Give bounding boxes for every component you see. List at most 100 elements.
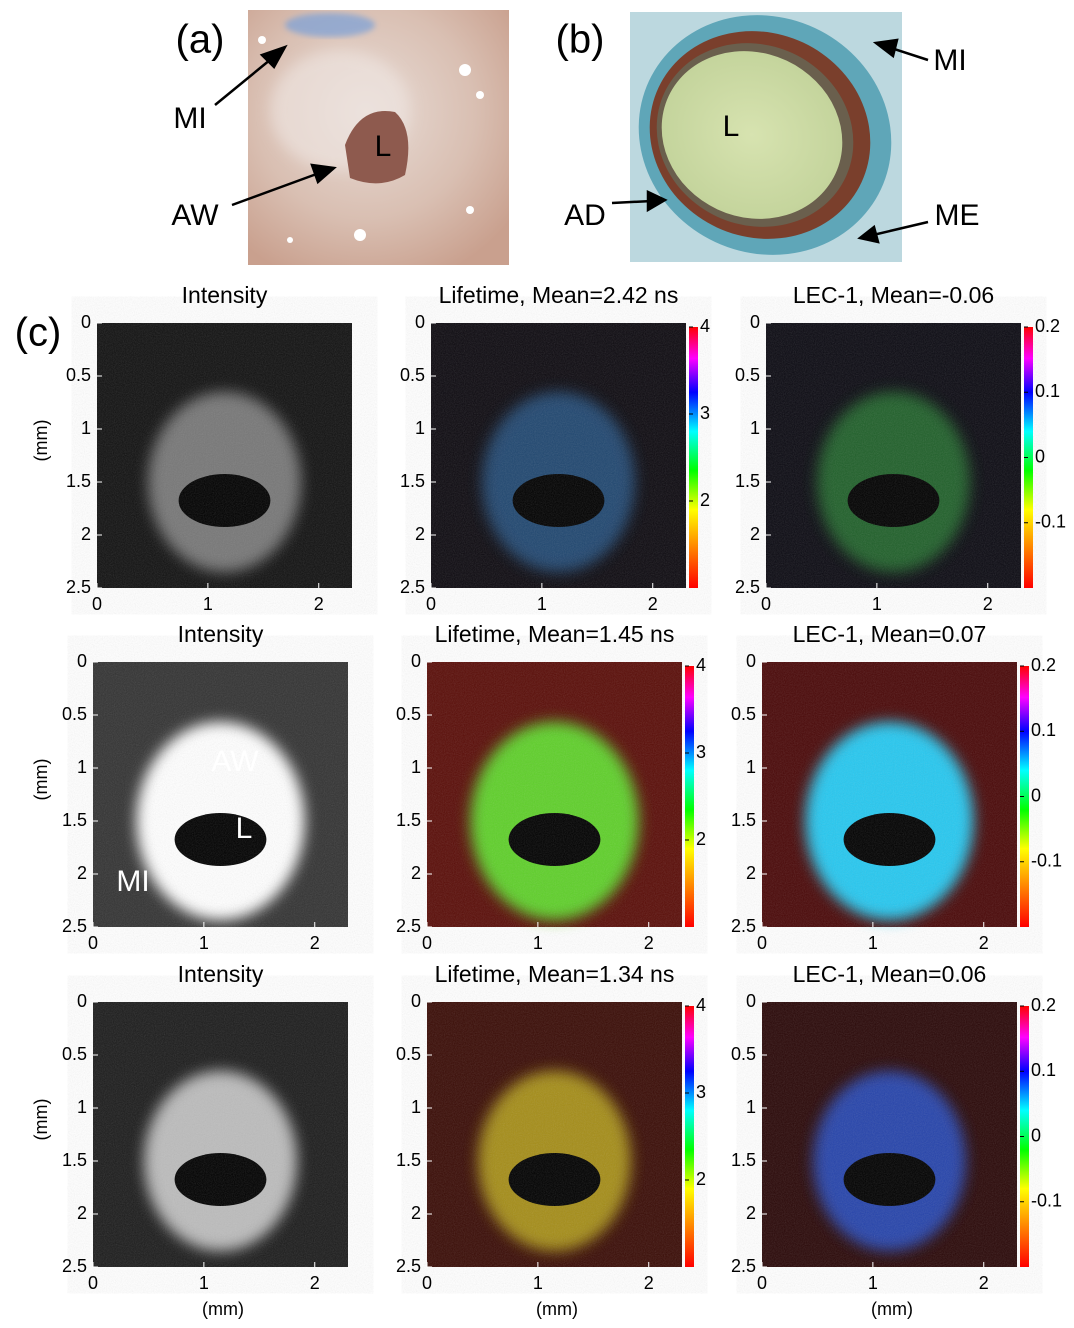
annotation: L — [723, 110, 740, 143]
plot-title: LEC-1, Mean=0.07 — [793, 621, 987, 647]
y-tick-label: 0 — [415, 312, 425, 332]
colorbar — [685, 666, 694, 927]
y-tick-label: 1 — [746, 1097, 756, 1117]
y-tick-label: 2.5 — [731, 1256, 756, 1276]
axis-label: (mm) — [31, 1099, 51, 1141]
y-tick-label: 1.5 — [731, 810, 756, 830]
annotation: L — [375, 130, 392, 163]
annotation: AD — [564, 199, 606, 232]
image-map — [97, 323, 352, 588]
x-tick-label: 2 — [979, 933, 989, 953]
colorbar-tick-label: 4 — [696, 655, 706, 675]
y-tick-label: 2.5 — [731, 916, 756, 936]
image-map — [431, 323, 686, 588]
y-tick-label: 0 — [411, 651, 421, 671]
noise — [762, 1002, 1017, 1267]
axis-label: (mm) — [31, 759, 51, 801]
colorbar-tick-label: 4 — [700, 316, 710, 336]
x-tick-label: 0 — [757, 933, 767, 953]
y-tick-label: 1.5 — [62, 1150, 87, 1170]
y-tick-label: 0.5 — [396, 1044, 421, 1064]
noise — [427, 1002, 682, 1267]
y-tick-label: 1 — [77, 1097, 87, 1117]
y-tick-label: 2.5 — [396, 916, 421, 936]
annotation: AW — [211, 745, 259, 778]
colorbar-tick-label: 2 — [696, 1169, 706, 1189]
x-tick-label: 0 — [88, 933, 98, 953]
y-tick-label: 2.5 — [62, 1256, 87, 1276]
x-tick-label: 1 — [868, 1273, 878, 1293]
x-tick-label: 2 — [644, 933, 654, 953]
x-tick-label: 1 — [868, 933, 878, 953]
colorbar-tick-label: 0.1 — [1031, 720, 1056, 740]
colorbar-tick-label: 0 — [1035, 446, 1045, 466]
y-tick-label: 1 — [77, 757, 87, 777]
y-tick-label: 0.5 — [731, 1044, 756, 1064]
colorbar-tick-label: 4 — [696, 995, 706, 1015]
x-tick-label: 2 — [648, 594, 658, 614]
x-tick-label: 0 — [426, 594, 436, 614]
y-tick-label: 0 — [411, 991, 421, 1011]
plot-title: LEC-1, Mean=-0.06 — [793, 282, 994, 308]
panel-label: (c) — [15, 311, 62, 355]
colorbar — [685, 1006, 694, 1267]
y-tick-label: 1 — [411, 757, 421, 777]
plot-title: Lifetime, Mean=1.45 ns — [435, 621, 675, 647]
annotation: MI — [173, 102, 206, 135]
y-tick-label: 2 — [415, 524, 425, 544]
image-map — [762, 1002, 1017, 1267]
annotation: ME — [935, 199, 980, 232]
y-tick-label: 1 — [411, 1097, 421, 1117]
noise — [427, 662, 682, 927]
x-tick-label: 2 — [644, 1273, 654, 1293]
noise — [97, 323, 352, 588]
colorbar-tick-label: 0.2 — [1031, 995, 1056, 1015]
plot-title: LEC-1, Mean=0.06 — [793, 961, 987, 987]
axis-label: (mm) — [871, 1299, 913, 1319]
x-tick-label: 1 — [533, 933, 543, 953]
colorbar-tick-label: -0.1 — [1031, 1191, 1062, 1211]
noise — [766, 323, 1021, 588]
y-tick-label: 0.5 — [735, 365, 760, 385]
noise — [431, 323, 686, 588]
y-tick-label: 1.5 — [62, 810, 87, 830]
y-tick-label: 0 — [746, 651, 756, 671]
y-tick-label: 0 — [746, 991, 756, 1011]
y-tick-label: 0 — [81, 312, 91, 332]
colorbar-tick-label: -0.1 — [1031, 851, 1062, 871]
y-tick-label: 0 — [77, 651, 87, 671]
y-tick-label: 1 — [415, 418, 425, 438]
x-tick-label: 0 — [88, 1273, 98, 1293]
panel-label: (a) — [176, 18, 225, 62]
y-tick-label: 1.5 — [400, 471, 425, 491]
y-tick-label: 2.5 — [62, 916, 87, 936]
colorbar-tick-label: 0 — [1031, 1125, 1041, 1145]
noise — [93, 1002, 348, 1267]
y-tick-label: 1.5 — [735, 471, 760, 491]
x-tick-label: 1 — [199, 933, 209, 953]
x-tick-label: 2 — [979, 1273, 989, 1293]
y-tick-label: 2.5 — [66, 577, 91, 597]
colorbar-tick-label: 2 — [696, 829, 706, 849]
colorbar-tick-label: 0 — [1031, 785, 1041, 805]
y-tick-label: 2 — [746, 1203, 756, 1223]
annotation: MI — [116, 865, 149, 898]
y-tick-label: 0 — [750, 312, 760, 332]
y-tick-label: 0.5 — [731, 704, 756, 724]
plot-title: Lifetime, Mean=2.42 ns — [439, 282, 679, 308]
colorbar-tick-label: -0.1 — [1035, 512, 1066, 532]
y-tick-label: 1 — [746, 757, 756, 777]
annotation: AW — [171, 199, 219, 232]
plot-title: Intensity — [182, 282, 268, 308]
x-tick-label: 0 — [761, 594, 771, 614]
x-tick-label: 0 — [422, 1273, 432, 1293]
y-tick-label: 0.5 — [400, 365, 425, 385]
x-tick-label: 0 — [757, 1273, 767, 1293]
colorbar-tick-label: 0.2 — [1035, 316, 1060, 336]
x-tick-label: 1 — [199, 1273, 209, 1293]
figure: (a)(b)(c)MIAWLMILADMEIntensity00.511.522… — [0, 0, 1074, 1323]
y-tick-label: 1.5 — [396, 810, 421, 830]
colorbar-tick-label: 3 — [696, 1082, 706, 1102]
colorbar-tick-label: 0.1 — [1031, 1060, 1056, 1080]
image-map — [762, 662, 1017, 927]
